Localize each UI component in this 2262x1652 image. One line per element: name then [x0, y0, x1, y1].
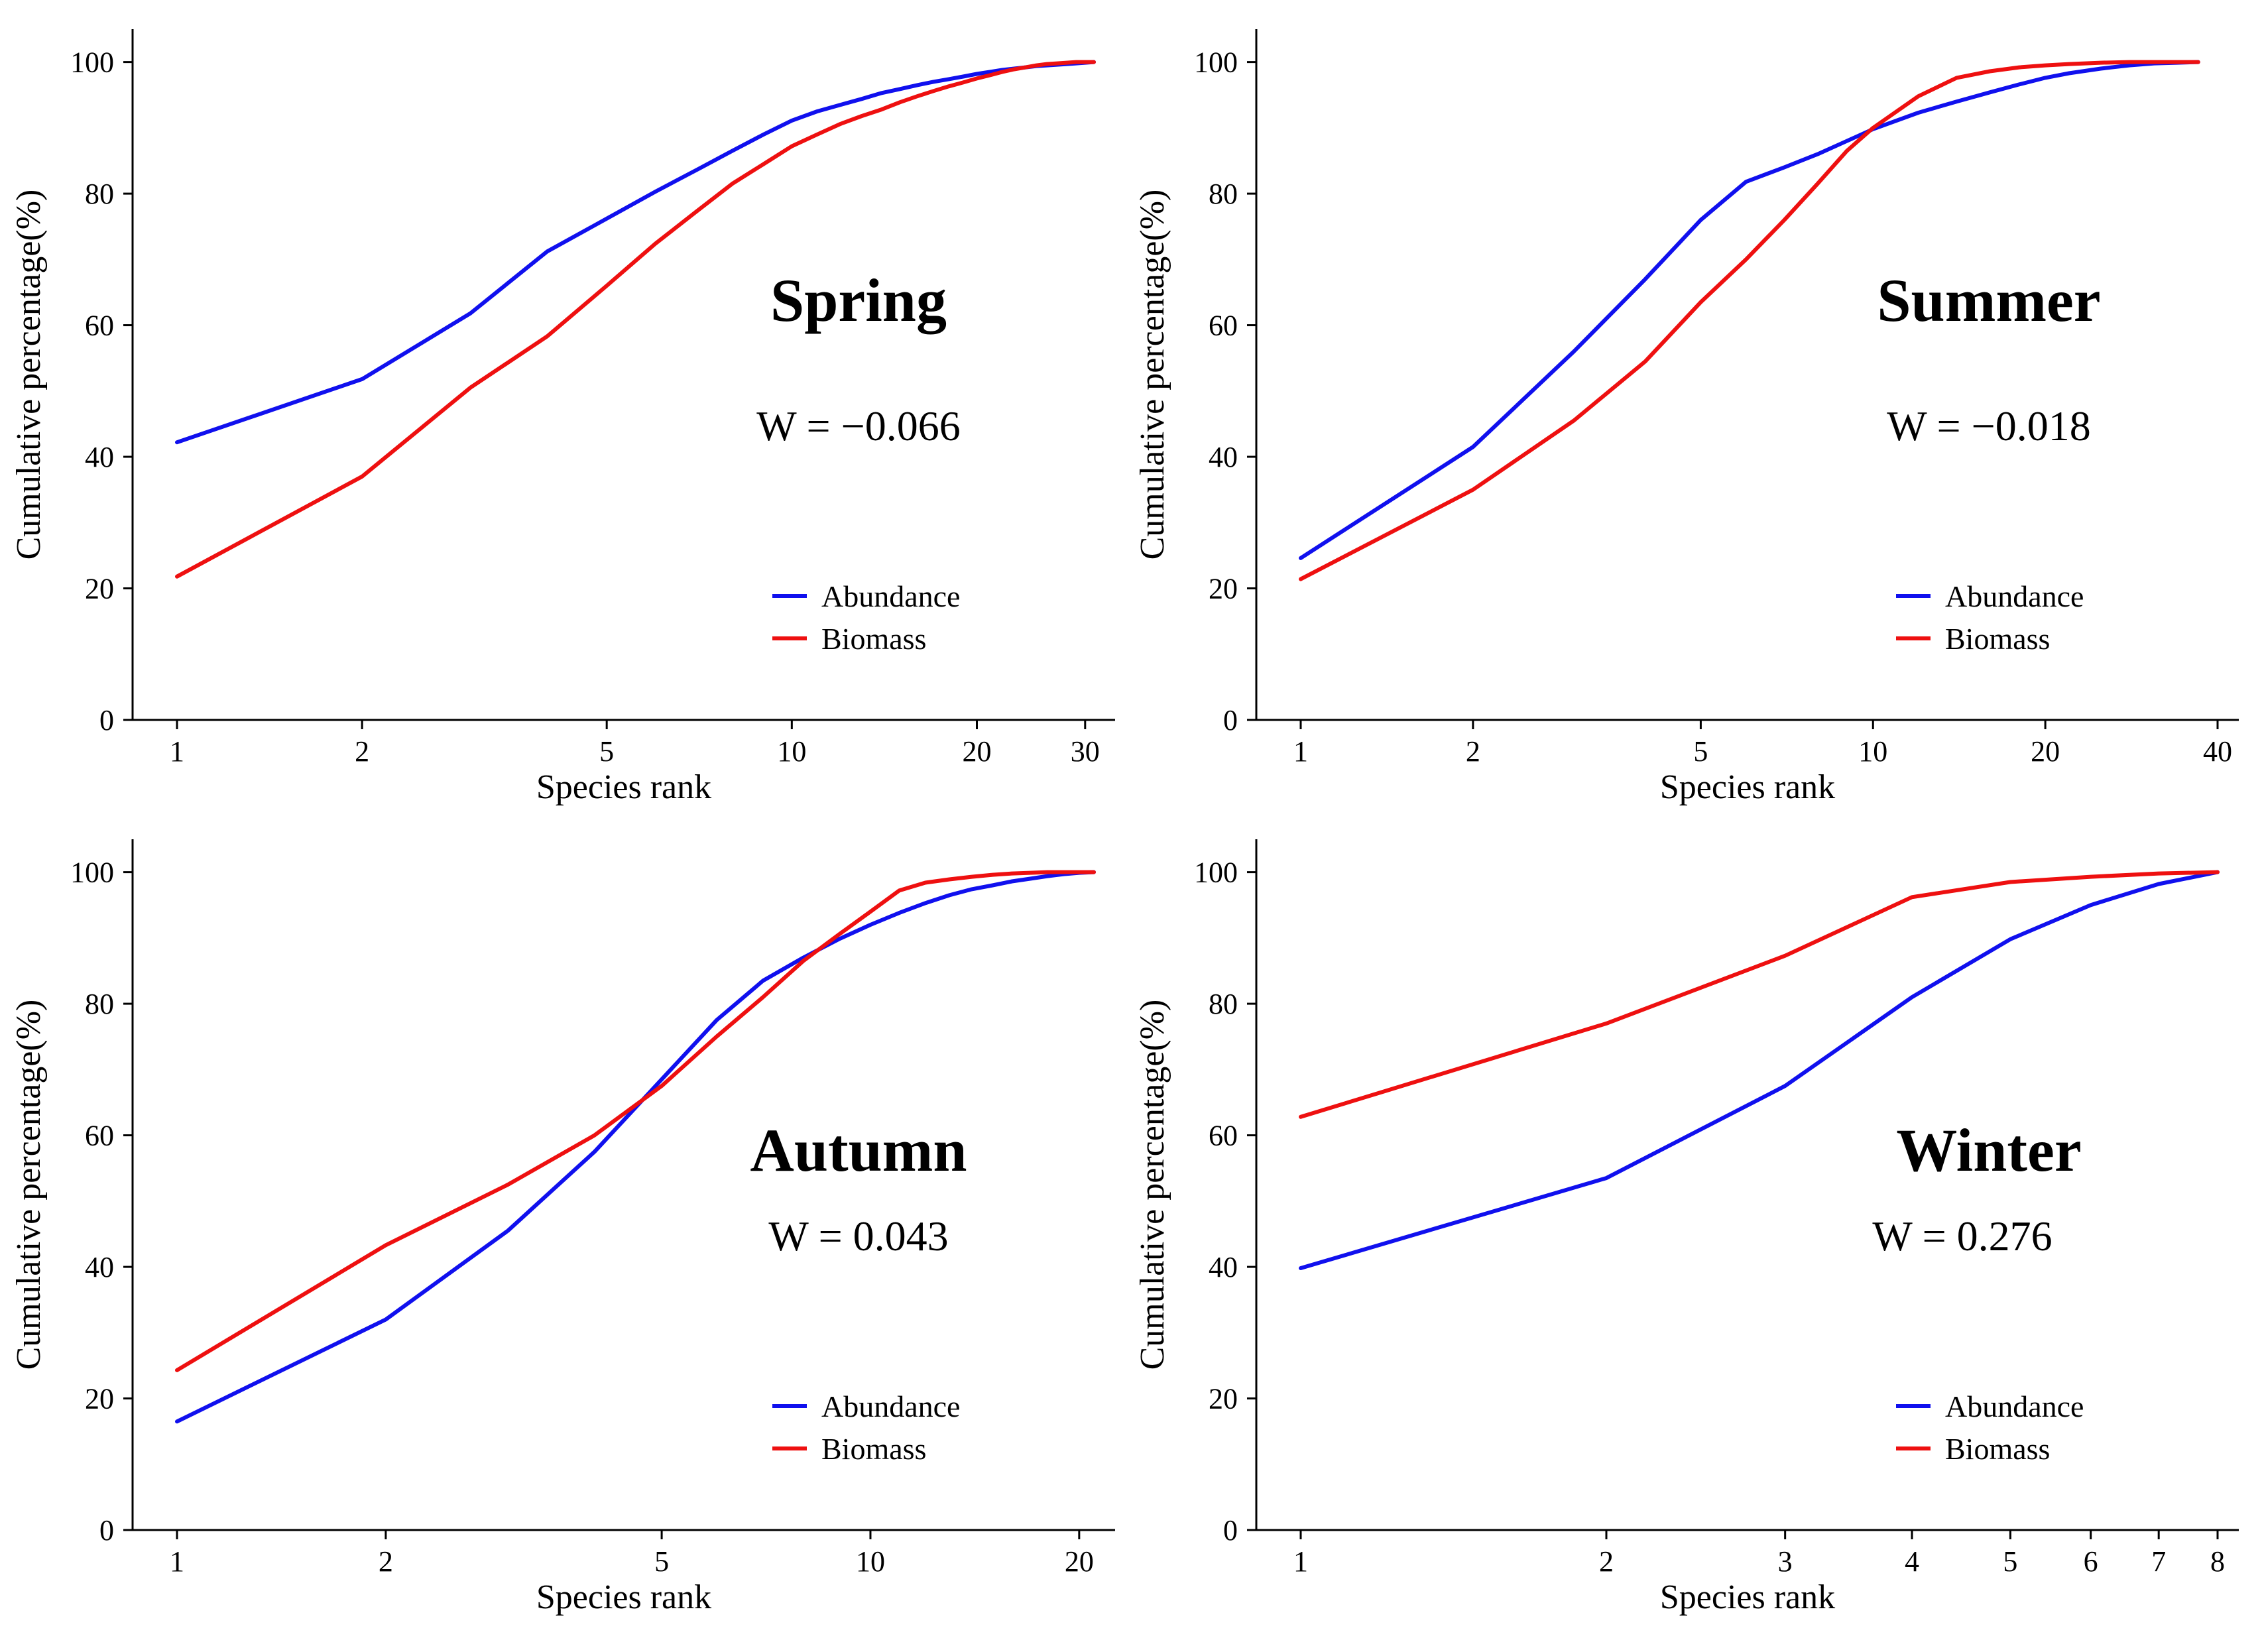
legend-label-biomass: Biomass	[821, 622, 926, 656]
season-title: Winter	[1896, 1116, 2081, 1184]
y-tick-label: 100	[1194, 856, 1238, 889]
x-tick-label: 2	[355, 735, 369, 768]
y-tick-label: 40	[1209, 1251, 1238, 1283]
w-statistic: W = −0.018	[1887, 402, 2090, 449]
w-statistic: W = 0.276	[1872, 1212, 2052, 1260]
x-tick-label: 10	[856, 1545, 885, 1578]
y-tick-label: 20	[1209, 573, 1238, 605]
x-tick-label: 4	[1905, 1545, 1919, 1578]
x-tick-label: 1	[170, 1545, 184, 1578]
x-tick-label: 20	[2031, 735, 2060, 768]
y-tick-label: 40	[85, 1251, 114, 1283]
x-axis-label: Species rank	[536, 1578, 711, 1616]
x-tick-label: 20	[1065, 1545, 1094, 1578]
series-line-biomass	[175, 60, 1096, 579]
x-tick-label: 40	[2203, 735, 2232, 768]
y-tick-label: 20	[1209, 1383, 1238, 1415]
series-line-abundance	[1299, 60, 2200, 560]
y-tick-label: 60	[1209, 1120, 1238, 1152]
x-tick-label: 2	[1599, 1545, 1614, 1578]
y-tick-label: 0	[99, 1514, 114, 1547]
y-axis-label: Cumulative percentage(%)	[10, 1000, 48, 1370]
y-axis-label: Cumulative percentage(%)	[10, 190, 48, 560]
x-tick-label: 2	[1466, 735, 1480, 768]
series-line-abundance	[1299, 870, 2220, 1270]
y-tick-label: 60	[85, 1120, 114, 1152]
series-line-biomass	[175, 870, 1096, 1372]
w-statistic: W = −0.066	[756, 402, 960, 449]
w-statistic: W = 0.043	[768, 1212, 948, 1260]
legend-label-biomass: Biomass	[821, 1432, 926, 1466]
y-tick-label: 0	[99, 704, 114, 737]
x-tick-label: 1	[170, 735, 184, 768]
x-tick-label: 5	[2003, 1545, 2017, 1578]
x-tick-label: 2	[379, 1545, 393, 1578]
legend-label-abundance: Abundance	[1945, 579, 2084, 613]
x-tick-label: 7	[2151, 1545, 2166, 1578]
chart-panel-summer: 0 20 40 60 80 100 1 2 5 10 20 40 Species rank Cumulat…	[1134, 29, 2239, 806]
x-tick-label: 3	[1778, 1545, 1793, 1578]
y-tick-label: 20	[85, 573, 114, 605]
y-tick-label: 80	[85, 178, 114, 210]
x-tick-label: 5	[1693, 735, 1708, 768]
x-tick-label: 10	[777, 735, 806, 768]
legend-label-abundance: Abundance	[1945, 1389, 2084, 1423]
y-tick-label: 40	[1209, 441, 1238, 473]
x-axis-label: Species rank	[536, 768, 711, 806]
x-axis-label: Species rank	[1660, 768, 1835, 806]
x-tick-label: 1	[1293, 735, 1308, 768]
x-tick-label: 8	[2210, 1545, 2225, 1578]
series-line-biomass	[1299, 60, 2200, 581]
y-tick-label: 100	[1194, 46, 1238, 79]
y-tick-label: 0	[1223, 1514, 1238, 1547]
x-tick-label: 1	[1293, 1545, 1308, 1578]
x-tick-label: 5	[599, 735, 614, 768]
chart-panel-spring: 0 20 40 60 80 100 1 2 5 10 20 30 Species rank Cumulat…	[10, 29, 1115, 806]
season-title: Summer	[1877, 266, 2100, 334]
series-line-abundance	[175, 870, 1096, 1424]
x-tick-label: 5	[654, 1545, 669, 1578]
x-tick-label: 30	[1071, 735, 1100, 768]
y-tick-label: 100	[70, 856, 114, 889]
x-tick-label: 6	[2084, 1545, 2098, 1578]
y-tick-label: 80	[1209, 988, 1238, 1020]
x-tick-label: 10	[1858, 735, 1887, 768]
y-axis-label: Cumulative percentage(%)	[1134, 1000, 1171, 1370]
x-axis-label: Species rank	[1660, 1578, 1835, 1616]
y-axis-label: Cumulative percentage(%)	[1134, 190, 1171, 560]
y-tick-label: 20	[85, 1383, 114, 1415]
y-tick-label: 40	[85, 441, 114, 473]
series-line-biomass	[1299, 870, 2220, 1119]
legend-label-biomass: Biomass	[1945, 1432, 2050, 1466]
legend-label-abundance: Abundance	[821, 1389, 960, 1423]
y-tick-label: 80	[1209, 178, 1238, 210]
y-tick-label: 100	[70, 46, 114, 79]
y-tick-label: 60	[85, 310, 114, 342]
legend-label-biomass: Biomass	[1945, 622, 2050, 656]
y-tick-label: 60	[1209, 310, 1238, 342]
y-tick-label: 80	[85, 988, 114, 1020]
chart-panel-winter: 0 20 40 60 80 100 1 2 3 4 5 6 7 8 Species rank Cumulati…	[1134, 839, 2239, 1616]
season-title: Autumn	[750, 1116, 967, 1184]
legend-label-abundance: Abundance	[821, 579, 960, 613]
season-title: Spring	[770, 266, 947, 334]
chart-panel-autumn: 0 20 40 60 80 100 1 2 5 10 20 Species rank Cumulativ…	[10, 839, 1115, 1616]
x-tick-label: 20	[962, 735, 991, 768]
y-tick-label: 0	[1223, 704, 1238, 737]
